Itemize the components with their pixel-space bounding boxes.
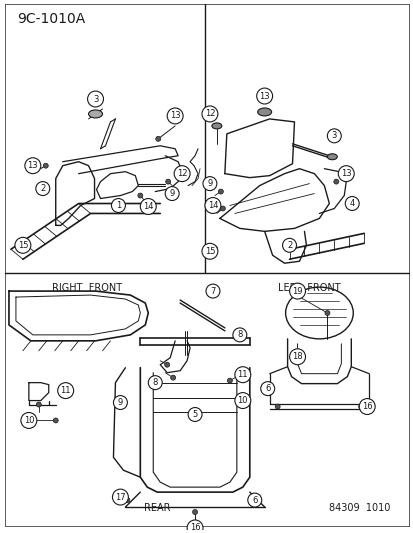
Circle shape: [140, 198, 156, 214]
Circle shape: [358, 399, 374, 415]
Circle shape: [220, 206, 225, 211]
Text: 14: 14: [142, 202, 153, 211]
Text: 15: 15: [204, 247, 215, 256]
Circle shape: [289, 283, 305, 299]
Text: 14: 14: [207, 201, 218, 210]
Circle shape: [327, 129, 340, 143]
Text: 2: 2: [286, 241, 292, 250]
Circle shape: [28, 418, 33, 423]
Circle shape: [212, 246, 217, 251]
Circle shape: [202, 176, 216, 191]
Circle shape: [247, 493, 261, 507]
Text: 9: 9: [118, 398, 123, 407]
Text: 8: 8: [152, 378, 157, 387]
Circle shape: [111, 198, 125, 213]
Circle shape: [125, 498, 130, 503]
Text: 18: 18: [292, 352, 302, 361]
Text: 1: 1: [116, 201, 121, 210]
Circle shape: [324, 311, 329, 316]
Circle shape: [234, 393, 250, 408]
Circle shape: [260, 382, 274, 395]
Circle shape: [164, 362, 169, 367]
Ellipse shape: [327, 154, 337, 160]
Text: 4: 4: [349, 199, 354, 208]
Circle shape: [15, 237, 31, 253]
Circle shape: [188, 408, 202, 422]
Ellipse shape: [211, 123, 221, 129]
Text: 3: 3: [93, 94, 98, 103]
Text: 12: 12: [176, 169, 187, 178]
Text: 7: 7: [210, 287, 215, 296]
Text: 3: 3: [331, 131, 336, 140]
Circle shape: [155, 136, 160, 141]
Text: 84309  1010: 84309 1010: [328, 503, 389, 513]
Circle shape: [344, 197, 358, 211]
Text: LEFT  FRONT: LEFT FRONT: [277, 283, 339, 293]
Circle shape: [192, 510, 197, 514]
Text: 9: 9: [207, 179, 212, 188]
Circle shape: [112, 489, 128, 505]
Text: 13: 13: [28, 161, 38, 170]
Circle shape: [282, 238, 296, 252]
Text: 6: 6: [252, 496, 257, 505]
Text: 17: 17: [115, 492, 126, 502]
Circle shape: [234, 367, 250, 383]
Circle shape: [170, 375, 175, 380]
Text: 13: 13: [169, 111, 180, 120]
Circle shape: [167, 108, 183, 124]
Circle shape: [289, 349, 305, 365]
Circle shape: [202, 106, 217, 122]
Circle shape: [57, 383, 74, 399]
Circle shape: [53, 418, 58, 423]
Circle shape: [187, 520, 202, 533]
Text: 16: 16: [361, 402, 372, 411]
Circle shape: [204, 198, 220, 213]
Text: 5: 5: [192, 410, 197, 419]
Circle shape: [202, 244, 217, 259]
Circle shape: [232, 328, 246, 342]
Circle shape: [88, 91, 103, 107]
Circle shape: [165, 179, 170, 184]
Text: 13: 13: [340, 169, 351, 178]
Text: 15: 15: [18, 241, 28, 250]
Circle shape: [227, 378, 232, 383]
Circle shape: [36, 182, 50, 196]
Text: REAR: REAR: [144, 503, 171, 513]
Text: 13: 13: [259, 92, 269, 101]
Circle shape: [138, 193, 142, 198]
Text: 19: 19: [292, 287, 302, 296]
Text: 16: 16: [189, 523, 200, 532]
Text: 2: 2: [40, 184, 45, 193]
Text: 12: 12: [204, 109, 215, 118]
Circle shape: [337, 166, 354, 182]
Text: 10: 10: [24, 416, 34, 425]
Circle shape: [148, 376, 162, 390]
Text: 6: 6: [264, 384, 270, 393]
Circle shape: [43, 163, 48, 168]
Circle shape: [165, 187, 179, 200]
Ellipse shape: [88, 110, 102, 118]
Circle shape: [206, 284, 219, 298]
Text: 10: 10: [237, 396, 247, 405]
Ellipse shape: [257, 108, 271, 116]
Circle shape: [113, 395, 127, 409]
Circle shape: [256, 88, 272, 104]
Circle shape: [333, 179, 338, 184]
Circle shape: [218, 189, 223, 194]
Text: 9: 9: [169, 189, 174, 198]
Text: 11: 11: [60, 386, 71, 395]
Text: 11: 11: [237, 370, 247, 379]
Text: RIGHT  FRONT: RIGHT FRONT: [52, 283, 121, 293]
Text: 9C-1010A: 9C-1010A: [17, 12, 85, 26]
Circle shape: [358, 404, 363, 409]
Circle shape: [275, 404, 280, 409]
Circle shape: [21, 413, 37, 429]
Circle shape: [36, 402, 41, 407]
Text: 8: 8: [237, 330, 242, 340]
Circle shape: [174, 166, 190, 182]
Circle shape: [25, 158, 41, 174]
